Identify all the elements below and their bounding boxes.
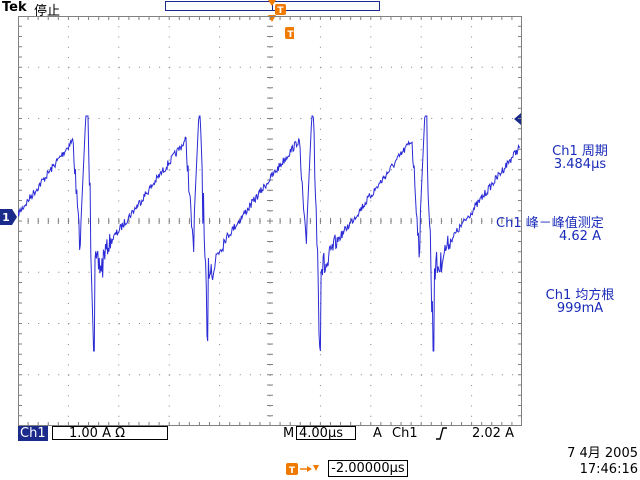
svg-text:T: T	[289, 466, 296, 476]
timebase-value: 4.00μs	[296, 426, 356, 441]
rising-edge-icon	[436, 427, 447, 440]
svg-text:1: 1	[2, 211, 10, 224]
trigger-offset-icon: T	[286, 462, 319, 476]
trigger-t-icon	[285, 27, 294, 39]
measurement-1-value: 3.484μs	[553, 157, 607, 172]
vertical-scale: 1.00 A Ω	[52, 426, 168, 441]
measurement-3-value: 999mA	[556, 301, 604, 316]
ch1-waveform-trace	[18, 115, 521, 352]
trigger-label: A	[373, 426, 382, 441]
graticule	[18, 16, 522, 426]
waveform-display	[18, 16, 522, 426]
svg-text:T: T	[277, 6, 284, 16]
trigger-level-marker-icon[interactable]	[512, 113, 522, 125]
channel1-ground-marker[interactable]: 1	[0, 209, 18, 225]
measurement-2-label: Ch1 峰－峰值测定	[496, 216, 604, 231]
measurement-3-label: Ch1 均方根	[545, 288, 615, 303]
brand-logo: Tek	[2, 0, 27, 15]
date: 7 4月 2005	[567, 446, 638, 461]
measurement-1-label: Ch1 周期	[552, 144, 608, 159]
record-center-mark	[272, 2, 273, 10]
trigger-position-value: -2.00000μs	[328, 460, 408, 477]
datetime-display: 7 4月 2005 17:46:16	[567, 446, 638, 478]
trigger-level: 2.02 A	[472, 426, 514, 441]
trigger-position-readout: T -2.00000μs	[286, 460, 408, 477]
acquisition-status: 停止	[34, 4, 61, 19]
trigger-channel: Ch1	[392, 426, 418, 441]
bottom-status-bar: Ch1 1.00 A Ω M 4.00μs A Ch1 2.02 A	[18, 426, 524, 442]
svg-text:T: T	[287, 30, 294, 40]
trigger-arrow-top-icon	[268, 0, 276, 6]
time: 17:46:16	[579, 462, 638, 477]
trigger-t-icon-top	[275, 4, 286, 15]
timebase-prefix: M	[283, 426, 295, 441]
measurement-2-value: 4.62 A	[559, 229, 601, 244]
channel-indicator[interactable]: Ch1	[18, 426, 48, 441]
